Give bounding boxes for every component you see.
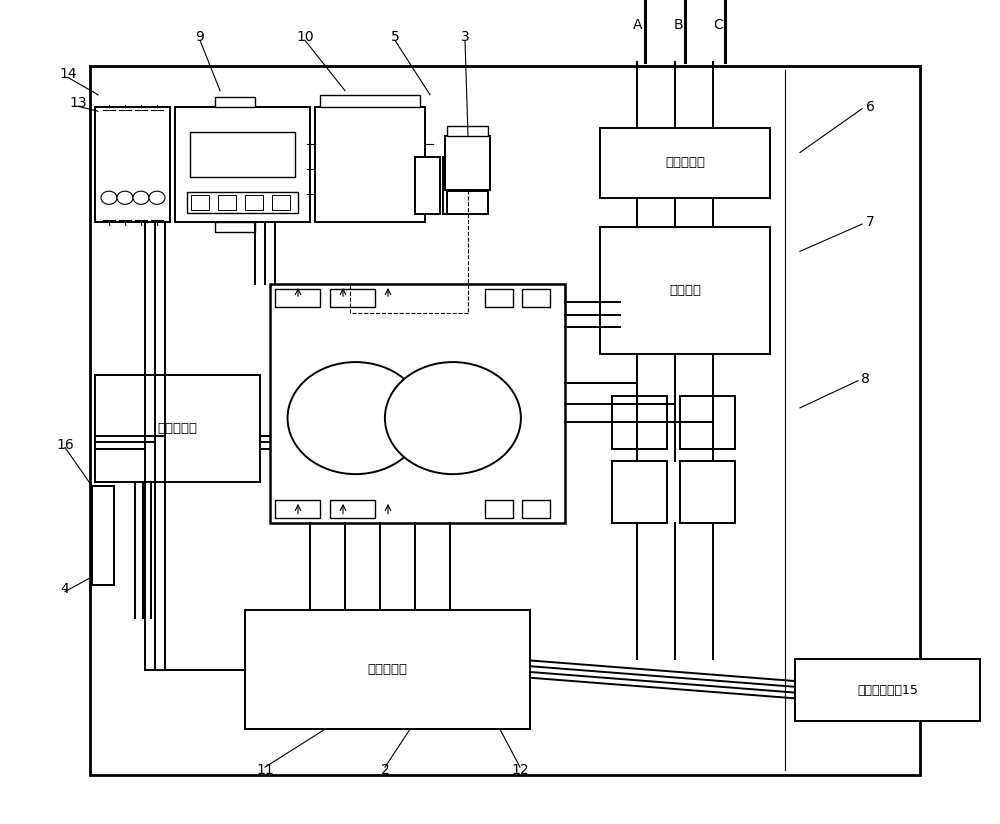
Bar xyxy=(600,227,770,354)
Bar xyxy=(612,461,667,523)
Bar xyxy=(175,107,310,222)
Text: 隔离开关: 隔离开关 xyxy=(669,284,701,297)
Text: 7: 7 xyxy=(866,216,874,229)
Bar xyxy=(90,66,920,775)
Circle shape xyxy=(149,191,165,204)
Bar xyxy=(415,157,440,214)
Text: 水源井电动机15: 水源井电动机15 xyxy=(857,684,918,696)
Bar xyxy=(680,396,735,449)
Bar xyxy=(215,222,255,232)
Text: 4: 4 xyxy=(61,583,69,596)
Bar xyxy=(445,136,490,190)
Bar xyxy=(218,195,236,210)
Text: 14: 14 xyxy=(59,68,77,81)
Text: 11: 11 xyxy=(256,764,274,777)
Bar xyxy=(187,192,298,213)
Text: 16: 16 xyxy=(56,438,74,452)
Text: 2: 2 xyxy=(381,764,389,777)
Circle shape xyxy=(133,191,149,204)
Bar xyxy=(95,375,260,482)
Bar xyxy=(522,289,550,307)
Bar xyxy=(600,128,770,198)
Bar xyxy=(95,107,170,222)
Bar xyxy=(680,461,735,523)
Bar xyxy=(245,610,530,729)
Bar xyxy=(795,659,980,721)
Bar xyxy=(485,500,513,518)
Circle shape xyxy=(101,191,117,204)
Bar xyxy=(330,289,375,307)
Text: 13: 13 xyxy=(69,96,87,110)
Bar xyxy=(190,132,295,177)
Bar xyxy=(330,500,375,518)
Bar xyxy=(270,284,565,523)
Bar xyxy=(92,486,114,585)
Bar xyxy=(447,191,488,214)
Text: 5: 5 xyxy=(391,30,399,44)
Text: 交流接触器: 交流接触器 xyxy=(158,422,198,435)
Text: 自耦变压器: 自耦变压器 xyxy=(367,663,408,676)
Bar xyxy=(320,95,420,107)
Circle shape xyxy=(117,191,133,204)
Text: 8: 8 xyxy=(861,372,869,386)
Bar xyxy=(275,289,320,307)
Bar xyxy=(447,126,488,136)
Text: A: A xyxy=(633,18,643,31)
Text: 6: 6 xyxy=(866,101,874,114)
Text: C: C xyxy=(713,18,723,31)
Text: 12: 12 xyxy=(511,764,529,777)
Circle shape xyxy=(385,362,521,474)
Bar xyxy=(245,195,263,210)
Bar xyxy=(215,97,255,107)
Bar xyxy=(612,396,667,449)
Text: 3: 3 xyxy=(461,30,469,44)
Bar xyxy=(275,500,320,518)
Bar xyxy=(522,500,550,518)
Bar xyxy=(191,195,209,210)
Circle shape xyxy=(288,362,424,474)
Bar xyxy=(272,195,290,210)
Bar xyxy=(485,289,513,307)
Text: B: B xyxy=(673,18,683,31)
Text: 进线端子排: 进线端子排 xyxy=(665,157,705,169)
Text: 10: 10 xyxy=(296,30,314,44)
Text: 9: 9 xyxy=(196,30,204,44)
Bar xyxy=(315,107,425,222)
Bar xyxy=(443,157,468,214)
